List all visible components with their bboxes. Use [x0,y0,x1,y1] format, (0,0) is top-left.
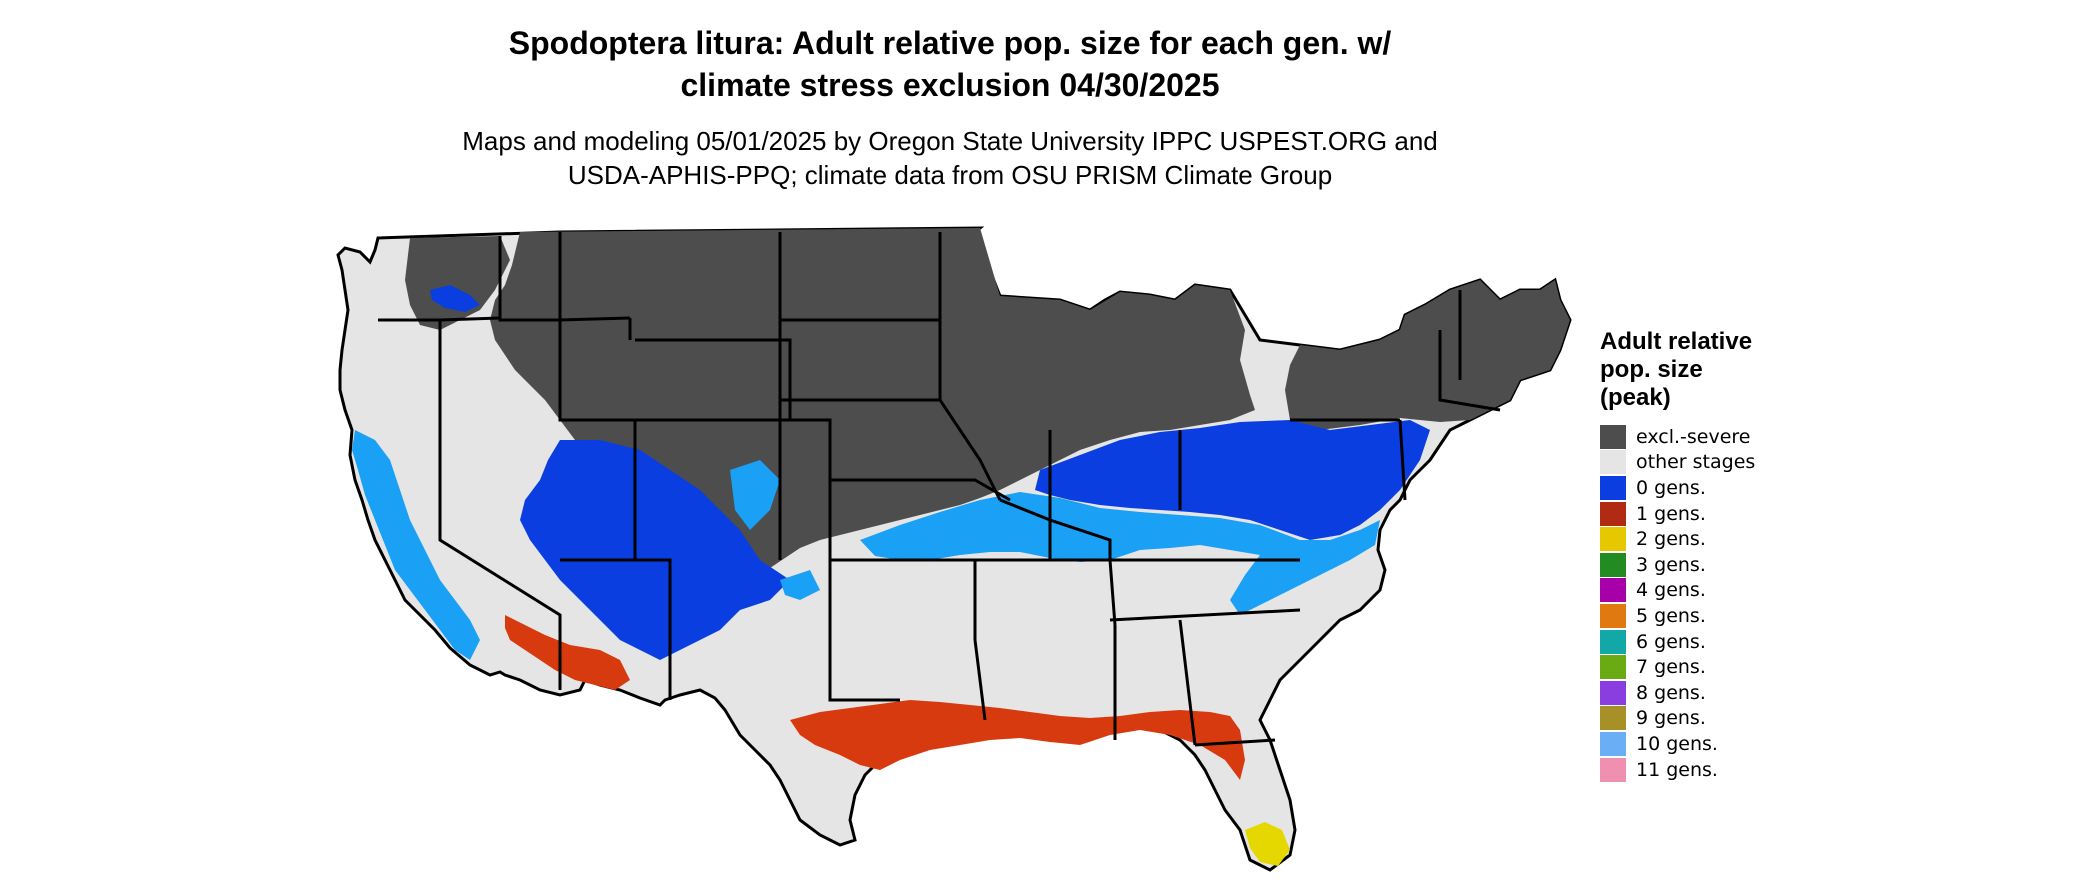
legend-swatch [1600,552,1626,577]
legend-item: 1 gens. [1600,501,1860,527]
legend-swatch [1600,757,1626,782]
excluded-pnw [405,236,510,330]
light-blue-sw [780,570,820,600]
legend-label: 10 gens. [1636,732,1718,755]
subtitle-line-2: USDA-APHIS-PPQ; climate data from OSU PR… [567,160,1333,190]
legend-title-line-2: pop. size [1600,356,1703,383]
title-line-1: Spodoptera litura: Adult relative pop. s… [508,25,1392,61]
legend-item: other stages [1600,450,1860,476]
legend-item: 11 gens. [1600,757,1860,783]
legend-label: 8 gens. [1636,681,1706,704]
legend-label: other stages [1636,451,1756,474]
legend-swatch [1600,629,1626,654]
legend-swatch [1600,655,1626,680]
legend-label: 2 gens. [1636,528,1706,551]
yellow-florida [1245,822,1290,866]
legend-swatch [1600,680,1626,705]
legend-item: 7 gens. [1600,654,1860,680]
excluded-northeast [1285,280,1570,430]
legend-item: 5 gens. [1600,603,1860,629]
legend-swatch [1600,450,1626,475]
map-title: Spodoptera litura: Adult relative pop. s… [400,22,1500,106]
legend-item: 0 gens. [1600,475,1860,501]
legend-label: 1 gens. [1636,502,1706,525]
subtitle-line-1: Maps and modeling 05/01/2025 by Oregon S… [462,126,1438,156]
legend-label: 7 gens. [1636,656,1706,679]
legend-item: 4 gens. [1600,578,1860,604]
legend-item: 8 gens. [1600,680,1860,706]
legend-item: excl.-severe [1600,424,1860,450]
legend-label: 3 gens. [1636,553,1706,576]
legend-item: 2 gens. [1600,526,1860,552]
legend-title: Adult relative pop. size (peak) [1600,328,1860,412]
map-legend: Adult relative pop. size (peak) excl.-se… [1600,328,1860,782]
light-blue-band-east [860,492,1380,615]
legend-label: 5 gens. [1636,604,1706,627]
legend-label: 4 gens. [1636,579,1706,602]
legend-swatch [1600,475,1626,500]
legend-label: 9 gens. [1636,707,1706,730]
state-borders [378,232,1501,747]
blue-band-east [1035,420,1430,540]
legend-swatch [1600,731,1626,756]
legend-swatch [1600,424,1626,449]
legend-swatch [1600,578,1626,603]
legend-swatch [1600,603,1626,628]
legend-item: 3 gens. [1600,552,1860,578]
legend-item: 6 gens. [1600,629,1860,655]
blue-west [520,440,790,660]
red-gulf [790,700,1245,780]
legend-title-line-3: (peak) [1600,384,1671,411]
us-map [336,226,1572,872]
red-southwest [505,615,630,690]
map-subtitle: Maps and modeling 05/01/2025 by Oregon S… [400,124,1500,192]
legend-label: 0 gens. [1636,476,1706,499]
legend-item: 9 gens. [1600,706,1860,732]
legend-title-line-1: Adult relative [1600,328,1753,355]
legend-label: 11 gens. [1636,758,1718,781]
blue-wa [430,285,480,312]
legend-label: excl.-severe [1636,425,1751,448]
light-blue-west [352,430,480,660]
legend-items: excl.-severe other stages 0 gens. 1 gens… [1600,424,1860,782]
title-line-2: climate stress exclusion 04/30/2025 [680,67,1220,103]
light-blue-ut-co [730,460,780,530]
legend-item: 10 gens. [1600,731,1860,757]
legend-swatch [1600,501,1626,526]
legend-swatch [1600,527,1626,552]
legend-swatch [1600,706,1626,731]
legend-label: 6 gens. [1636,630,1706,653]
